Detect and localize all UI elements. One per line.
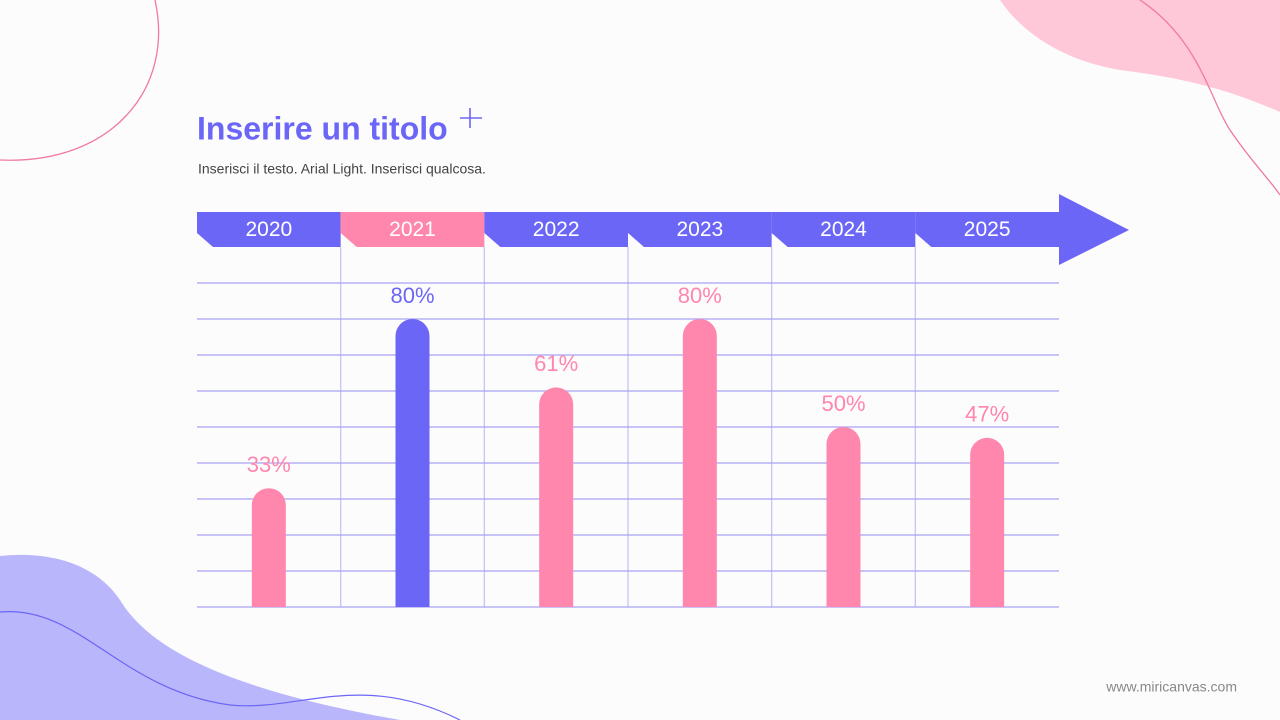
pink-curve	[1139, 0, 1280, 196]
value-label: 50%	[821, 391, 865, 416]
plus-icon	[460, 108, 482, 128]
chart-subtitle: Inserisci il testo. Arial Light. Inseris…	[198, 161, 486, 177]
footer-url: www.miricanvas.com	[1105, 679, 1237, 695]
purple-curve	[0, 611, 461, 720]
pink-blob	[1000, 0, 1280, 112]
chart-title: Inserire un titolo	[197, 110, 448, 146]
year-label: 2021	[389, 218, 436, 241]
bar	[826, 427, 861, 607]
year-tab	[484, 212, 628, 247]
bar	[682, 319, 717, 607]
year-label: 2022	[533, 218, 580, 241]
year-label: 2020	[245, 218, 292, 241]
bar	[539, 387, 574, 607]
year-label: 2025	[964, 218, 1011, 241]
purple-blob	[0, 554, 400, 720]
year-tab	[340, 212, 485, 247]
year-tab	[628, 212, 772, 247]
value-label: 61%	[534, 351, 578, 376]
year-tab	[771, 212, 916, 247]
year-label: 2024	[820, 218, 867, 241]
pink-arc	[0, 0, 160, 161]
bar	[395, 319, 430, 607]
value-label: 80%	[390, 283, 434, 308]
year-label: 2023	[676, 218, 723, 241]
year-tab	[197, 212, 341, 247]
bar	[251, 488, 286, 607]
timeline-arrow-head	[1059, 194, 1129, 265]
value-label: 33%	[247, 452, 291, 477]
value-label: 80%	[678, 283, 722, 308]
value-label: 47%	[965, 402, 1009, 427]
bar	[970, 437, 1005, 607]
year-tab	[915, 212, 1059, 247]
